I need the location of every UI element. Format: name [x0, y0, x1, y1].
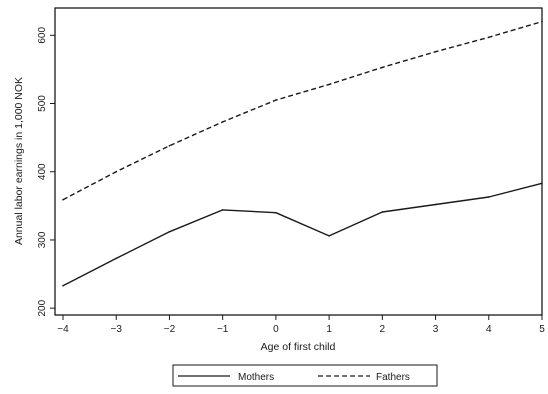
data-point-fathers: [115, 170, 117, 173]
data-point-mothers: [541, 182, 543, 185]
y-tick-label: 400: [37, 163, 48, 180]
plot-frame: [54, 7, 543, 316]
data-point-mothers: [434, 203, 437, 206]
data-point-fathers: [541, 20, 543, 23]
legend: Mothers Fathers: [172, 364, 438, 387]
data-point-fathers: [328, 83, 330, 86]
data-point-mothers: [115, 257, 117, 260]
x-tick-label: −4: [57, 324, 69, 335]
x-tick-label: −2: [164, 324, 176, 335]
x-axis-title: Age of first child: [261, 341, 336, 353]
series-line-mothers: [62, 182, 543, 287]
legend-mothers-label: Mothers: [238, 372, 274, 383]
x-tick-label: −3: [111, 324, 123, 335]
data-point-fathers: [221, 121, 224, 123]
data-point-mothers: [381, 211, 384, 213]
x-tick-label: −1: [217, 324, 229, 335]
legend-box: [172, 364, 438, 387]
x-tick-label: 0: [273, 324, 279, 335]
data-point-fathers: [168, 145, 171, 147]
series-line-fathers: [62, 20, 543, 201]
data-point-mothers: [275, 211, 277, 214]
x-tick-label: 3: [433, 324, 439, 335]
data-point-fathers: [275, 99, 277, 101]
data-point-fathers: [434, 50, 437, 53]
x-tick-label: 5: [539, 324, 545, 335]
y-tick-label: 300: [37, 231, 48, 248]
legend-fathers-label: Fathers: [376, 372, 410, 383]
x-tick-label: 1: [326, 324, 332, 335]
y-tick-label: 500: [37, 95, 48, 112]
data-point-mothers: [221, 209, 224, 211]
data-point-mothers: [328, 235, 330, 237]
x-tick-label: 2: [380, 324, 386, 335]
data-point-fathers: [62, 198, 64, 201]
x-tick-label: 4: [486, 324, 492, 335]
data-point-mothers: [168, 231, 171, 233]
y-axis-title: Annual labor earnings in 1,000 NOK: [13, 77, 25, 245]
axis-ticks: −4 −3 −2 −1 0 1 2 3 4 5 200 300 400 500 600: [37, 27, 545, 335]
data-point-mothers: [488, 196, 490, 198]
data-point-fathers: [488, 36, 490, 39]
data-point-fathers: [381, 66, 384, 69]
series-lines: [62, 20, 543, 287]
data-point-mothers: [62, 284, 64, 287]
y-tick-label: 600: [37, 27, 48, 44]
y-tick-label: 200: [37, 299, 48, 316]
